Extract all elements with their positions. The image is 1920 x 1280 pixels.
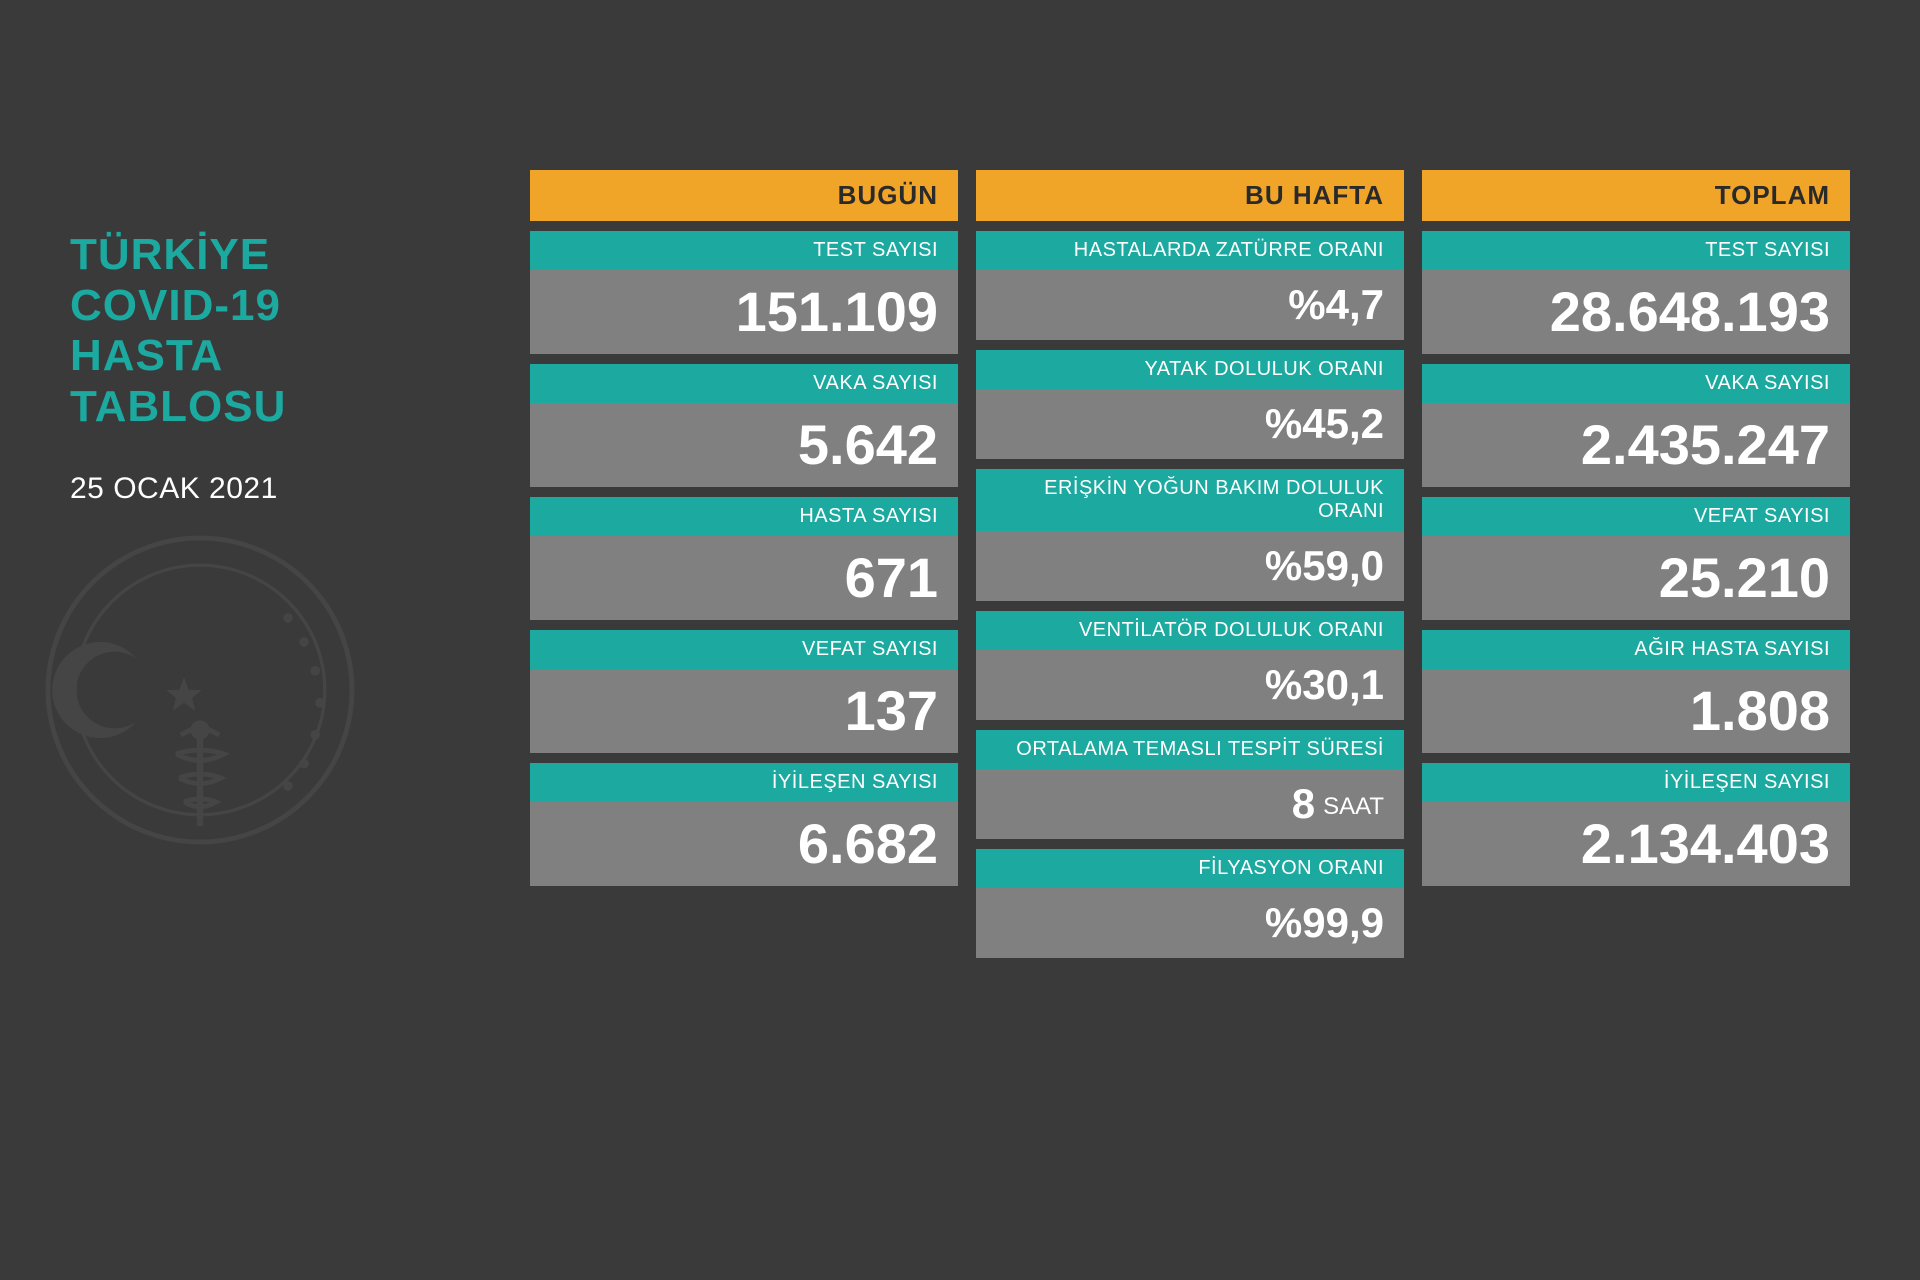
left-panel: TÜRKİYE COVID-19 HASTA TABLOSU 25 OCAK 2… [70,170,490,958]
stat-label: YATAK DOLULUK ORANI [976,350,1404,389]
column-header-total: TOPLAM [1422,170,1850,221]
stat-box-total-critical: AĞIR HASTA SAYISI 1.808 [1422,630,1850,753]
stat-label: AĞIR HASTA SAYISI [1422,630,1850,669]
stats-columns: BUGÜN TEST SAYISI 151.109 VAKA SAYISI 5.… [530,170,1850,958]
title-line-4: TABLOSU [70,382,490,433]
column-today: BUGÜN TEST SAYISI 151.109 VAKA SAYISI 5.… [530,170,958,958]
stat-label: HASTALARDA ZATÜRRE ORANI [976,231,1404,270]
stat-box-week-filiation: FİLYASYON ORANI %99,9 [976,849,1404,958]
column-week: BU HAFTA HASTALARDA ZATÜRRE ORANI %4,7 Y… [976,170,1404,958]
stat-value: 2.435.247 [1422,403,1850,487]
column-header-today: BUGÜN [530,170,958,221]
column-total: TOPLAM TEST SAYISI 28.648.193 VAKA SAYIS… [1422,170,1850,958]
stat-label: VEFAT SAYISI [530,630,958,669]
stat-label: VAKA SAYISI [530,364,958,403]
stat-box-today-tests: TEST SAYISI 151.109 [530,231,958,354]
stat-value: 671 [530,536,958,620]
stat-label: TEST SAYISI [530,231,958,270]
stat-box-today-patients: HASTA SAYISI 671 [530,497,958,620]
stat-label: FİLYASYON ORANI [976,849,1404,888]
title-line-2: COVID-19 [70,281,490,332]
main-container: TÜRKİYE COVID-19 HASTA TABLOSU 25 OCAK 2… [70,170,1850,958]
ministry-emblem-icon [40,530,360,850]
stat-label: HASTA SAYISI [530,497,958,536]
stat-value: 25.210 [1422,536,1850,620]
stat-box-week-ventilator: VENTİLATÖR DOLULUK ORANI %30,1 [976,611,1404,720]
stat-value: %99,9 [976,888,1404,958]
stat-unit: SAAT [1323,793,1384,820]
stat-number: 8 [1292,780,1315,827]
stat-label: VAKA SAYISI [1422,364,1850,403]
stat-box-week-bed: YATAK DOLULUK ORANI %45,2 [976,350,1404,459]
stat-value: %30,1 [976,650,1404,720]
stat-box-total-deaths: VEFAT SAYISI 25.210 [1422,497,1850,620]
stat-box-today-recovered: İYİLEŞEN SAYISI 6.682 [530,763,958,886]
stat-value: 6.682 [530,802,958,886]
stat-value: 137 [530,669,958,753]
title-line-3: HASTA [70,331,490,382]
stat-value: 5.642 [530,403,958,487]
stat-box-total-recovered: İYİLEŞEN SAYISI 2.134.403 [1422,763,1850,886]
stat-value: %45,2 [976,389,1404,459]
stat-box-total-cases: VAKA SAYISI 2.435.247 [1422,364,1850,487]
stat-value: %4,7 [976,270,1404,340]
stat-box-today-deaths: VEFAT SAYISI 137 [530,630,958,753]
date-label: 25 OCAK 2021 [70,472,490,506]
page-title: TÜRKİYE COVID-19 HASTA TABLOSU [70,230,490,432]
stat-value: %59,0 [976,531,1404,601]
stat-box-week-pneumonia: HASTALARDA ZATÜRRE ORANI %4,7 [976,231,1404,340]
stat-label: İYİLEŞEN SAYISI [530,763,958,802]
title-line-1: TÜRKİYE [70,230,490,281]
stat-value: 8 SAAT [976,769,1404,839]
stat-label: ORTALAMA TEMASLI TESPİT SÜRESİ [976,730,1404,769]
stat-label: İYİLEŞEN SAYISI [1422,763,1850,802]
stat-value: 2.134.403 [1422,802,1850,886]
stat-value: 28.648.193 [1422,270,1850,354]
stat-box-week-icu: ERİŞKİN YOĞUN BAKIM DOLULUK ORANI %59,0 [976,469,1404,601]
stat-box-week-contact: ORTALAMA TEMASLI TESPİT SÜRESİ 8 SAAT [976,730,1404,839]
stat-box-today-cases: VAKA SAYISI 5.642 [530,364,958,487]
stat-label: VEFAT SAYISI [1422,497,1850,536]
stat-label: TEST SAYISI [1422,231,1850,270]
stat-label: ERİŞKİN YOĞUN BAKIM DOLULUK ORANI [976,469,1404,531]
stat-value: 1.808 [1422,669,1850,753]
stat-box-total-tests: TEST SAYISI 28.648.193 [1422,231,1850,354]
stat-label: VENTİLATÖR DOLULUK ORANI [976,611,1404,650]
column-header-week: BU HAFTA [976,170,1404,221]
stat-value: 151.109 [530,270,958,354]
